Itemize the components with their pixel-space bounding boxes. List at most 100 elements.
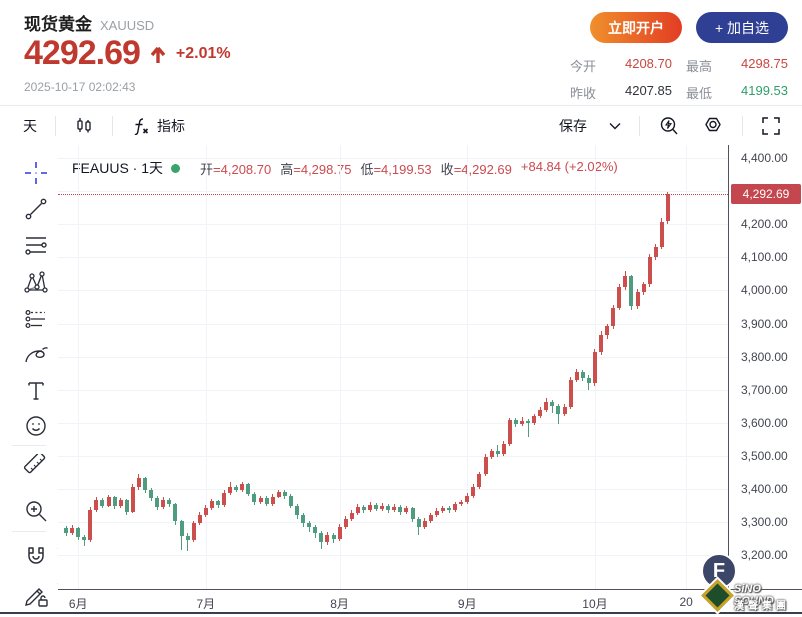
fx-icon [131,117,151,135]
candle [197,514,202,524]
price-axis[interactable]: 4,400.00 4,200.00 4,100.00 4,000.00 3,900.00… [728,145,802,612]
up-arrow-icon [150,44,166,64]
candle [653,246,658,257]
lock-drawings-tool-icon[interactable] [22,581,50,609]
candle [313,527,318,534]
measure-ruler-tool-icon[interactable] [22,453,50,481]
candle [532,416,537,424]
legend-item: 开=4,208.70 [200,161,272,177]
open-account-button[interactable]: 立即开户 [590,12,682,43]
text-tool-icon[interactable] [22,377,50,405]
v-gridline [205,145,207,589]
price-axis-tick: 3,900.00 [741,316,788,331]
legend-change: +84.84 (+2.02%) [520,158,618,174]
candle [568,379,573,407]
widget-bottom-border [0,612,802,614]
toolbar-divider [639,116,640,136]
candle [112,496,117,507]
brush-tool-icon[interactable] [22,340,50,368]
candle [319,533,324,542]
candle [562,406,567,414]
settings-gear-icon [702,115,724,137]
candle [465,495,470,503]
save-dropdown-button[interactable] [600,117,630,135]
h-gridline [58,257,728,259]
emoji-tool-icon[interactable] [22,412,50,440]
candle [143,478,148,491]
candle [398,506,403,513]
candle [228,487,233,493]
snapshot-button[interactable] [649,110,689,142]
candle [288,496,293,506]
candle [580,371,585,378]
save-button[interactable]: 保存 [550,111,596,141]
zoom-in-tool-icon[interactable] [22,497,50,525]
candle [513,420,518,425]
fib-retracement-tool-icon[interactable] [22,231,50,259]
market-status-dot [171,163,181,173]
toolbar-divider [742,116,743,136]
interval-button[interactable]: 天 [14,111,46,141]
settings-button[interactable] [693,110,733,142]
candle [550,401,555,407]
change-percent: +2.01% [175,44,231,62]
candle [592,351,597,384]
candle [586,377,591,384]
candle [337,526,342,539]
trendline-tool-icon[interactable] [22,195,50,223]
chart-toolbar: 天 指标 [0,105,802,146]
indicators-button[interactable]: 指标 [122,111,194,141]
candle [629,276,634,307]
price-axis-tick: 4,400.00 [741,151,788,165]
candle [252,493,257,503]
add-watchlist-button[interactable]: + 加自选 [696,12,788,43]
candle [520,420,524,425]
h-gridline [58,489,728,490]
candle [459,502,464,505]
h-gridline [58,455,728,457]
candle [453,504,458,511]
candle [209,501,214,508]
candle [76,528,81,537]
camera-snapshot-icon [658,115,680,137]
candle [440,508,445,511]
projection-tool-icon[interactable] [22,305,50,333]
candlestick-chart-area[interactable]: FEAUUS · 1天 开=4,208.70 高=4,298.75 低=4,199.… [58,145,728,589]
chart-style-button[interactable] [65,111,103,141]
candle [471,487,476,496]
candle [507,420,512,444]
chevron-down-icon [609,122,621,130]
crosshair-tool-icon[interactable] [22,159,50,187]
h-gridline [58,356,728,358]
stat-label-open: 今开 [569,59,596,74]
time-axis-tick: 7月 [196,597,216,611]
stat-value-open: 4208.70 [624,56,672,71]
candle [343,518,348,527]
sidebar-divider [12,531,46,532]
xabcd-pattern-tool-icon[interactable] [22,268,50,296]
candle [185,536,190,540]
legend-symbol-title: FEAUUS · 1天 [72,160,164,176]
quote-timestamp: 2025-10-17 02:02:43 [24,80,136,94]
candle [307,523,312,528]
candle [124,500,129,513]
stat-value-low: 4199.53 [741,83,788,98]
candle [246,484,251,494]
candle [526,420,531,424]
candle [574,371,579,380]
magnet-tool-icon[interactable] [22,543,50,571]
drawing-toolbar [0,145,57,612]
candle [483,456,488,475]
candle [240,484,245,491]
time-axis[interactable]: 6月 7月 8月 9月 10月 20 [58,589,802,613]
fullscreen-icon [761,116,781,136]
fullscreen-button[interactable] [752,111,790,141]
time-axis-tick: 8月 [330,597,349,611]
candle [94,499,99,510]
candle [501,443,506,454]
candle [88,509,93,540]
candle-wick [497,445,499,457]
candle [361,506,366,511]
candle-wick [83,534,85,546]
